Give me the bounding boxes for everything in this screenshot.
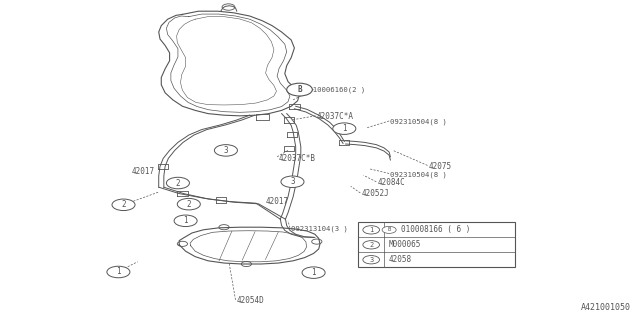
Text: 010008166 ( 6 ): 010008166 ( 6 ): [401, 225, 470, 234]
Text: 1: 1: [369, 227, 373, 233]
Circle shape: [363, 256, 380, 264]
Text: 3: 3: [223, 146, 228, 155]
Text: M000065: M000065: [389, 240, 422, 249]
Text: B: B: [297, 85, 302, 94]
Circle shape: [174, 215, 197, 227]
Text: 42037C*B: 42037C*B: [278, 154, 316, 163]
Text: 1: 1: [342, 124, 347, 133]
Text: 42058: 42058: [389, 255, 412, 264]
Circle shape: [112, 199, 135, 211]
Text: 42017: 42017: [131, 167, 154, 176]
Circle shape: [214, 145, 237, 156]
Text: 42017: 42017: [266, 197, 289, 206]
Text: 1: 1: [311, 268, 316, 277]
Circle shape: [363, 226, 380, 234]
Text: 092310504(8 ): 092310504(8 ): [390, 171, 447, 178]
Circle shape: [382, 226, 396, 233]
Text: 42075: 42075: [429, 162, 452, 171]
Text: B010006160(2 ): B010006160(2 ): [304, 86, 365, 93]
Text: 092310504(8 ): 092310504(8 ): [390, 118, 447, 125]
Circle shape: [363, 241, 380, 249]
Text: 3: 3: [290, 177, 295, 186]
Circle shape: [281, 176, 304, 188]
Text: 092313104(3 ): 092313104(3 ): [291, 226, 348, 232]
Text: 42084C: 42084C: [378, 178, 405, 187]
Circle shape: [302, 267, 325, 278]
Text: 42054D: 42054D: [237, 296, 264, 305]
Circle shape: [287, 83, 312, 96]
Text: 2: 2: [369, 242, 373, 248]
Circle shape: [333, 123, 356, 134]
Text: B: B: [387, 228, 391, 232]
Text: 1: 1: [116, 268, 121, 276]
Circle shape: [177, 198, 200, 210]
Text: 1: 1: [183, 216, 188, 225]
FancyBboxPatch shape: [358, 222, 515, 267]
Text: 2: 2: [121, 200, 126, 209]
Text: 2: 2: [186, 200, 191, 209]
Text: 3: 3: [369, 257, 373, 263]
Circle shape: [107, 266, 130, 278]
Circle shape: [166, 177, 189, 189]
Text: 2: 2: [175, 179, 180, 188]
Text: 42037C*A: 42037C*A: [317, 112, 354, 121]
Text: A421001050: A421001050: [580, 303, 630, 312]
Text: 42052J: 42052J: [362, 189, 389, 198]
